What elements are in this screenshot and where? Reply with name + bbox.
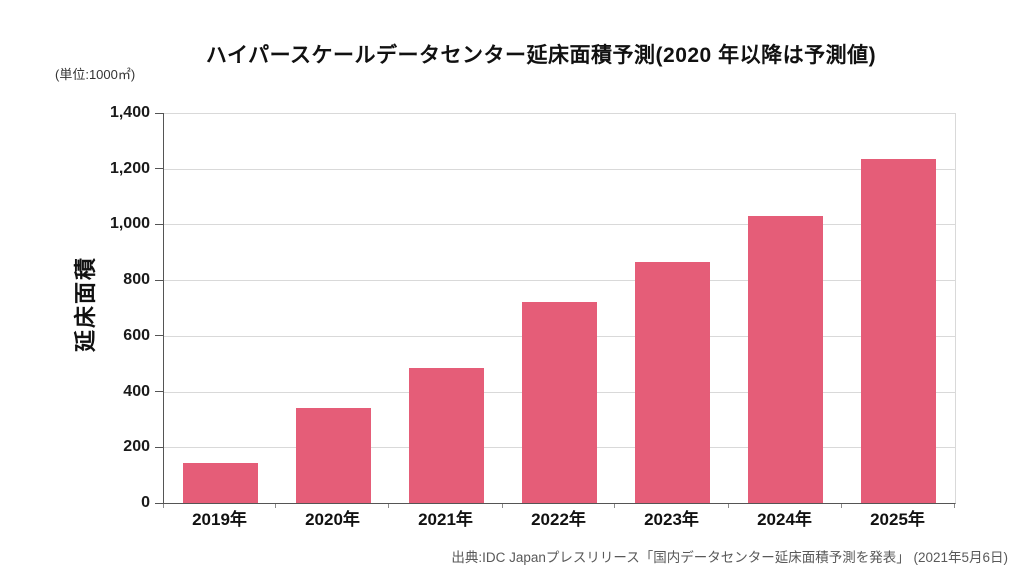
bar-2022年 bbox=[521, 302, 598, 503]
y-tick-mark-1,000 bbox=[155, 223, 163, 225]
bar-slot-2023年 bbox=[616, 113, 729, 503]
bar-series bbox=[164, 113, 955, 503]
y-axis-tick-labels: 0 200 400 600 800 1,000 1,200 1,400 bbox=[0, 104, 150, 511]
x-tick-mark-4 bbox=[614, 504, 616, 508]
x-tick-label-2023年: 2023年 bbox=[644, 510, 699, 529]
x-tick-mark-0 bbox=[162, 504, 164, 508]
bar-2019年 bbox=[182, 462, 259, 503]
y-tick-label-800: 800 bbox=[123, 271, 150, 289]
x-tick-mark-1 bbox=[275, 504, 277, 508]
bar-2020年 bbox=[295, 408, 372, 503]
gridline-800 bbox=[164, 280, 955, 282]
y-tick-label-1,200: 1,200 bbox=[109, 159, 150, 177]
y-tick-mark-600 bbox=[155, 335, 163, 337]
bar-2025年 bbox=[860, 158, 937, 503]
y-tick-mark-0 bbox=[155, 502, 163, 504]
bar-slot-2025年 bbox=[842, 113, 955, 503]
bar-2021年 bbox=[408, 367, 485, 503]
y-tick-label-1,000: 1,000 bbox=[109, 215, 150, 233]
bar-slot-2024年 bbox=[729, 113, 842, 503]
x-tick-label-2019年: 2019年 bbox=[192, 510, 247, 529]
gridline-1400 bbox=[164, 113, 955, 114]
y-tick-mark-1,400 bbox=[155, 112, 163, 114]
y-tick-label-400: 400 bbox=[123, 382, 150, 400]
bar-slot-2019年 bbox=[164, 113, 277, 503]
y-tick-label-0: 0 bbox=[141, 494, 150, 511]
bar-slot-2022年 bbox=[503, 113, 616, 503]
y-tick-mark-200 bbox=[155, 446, 163, 448]
source-caption: 出典:IDC Japanプレスリリース「国内データセンター延床面積予測を発表」 … bbox=[451, 550, 1008, 565]
unit-label: (単位:1000㎡) bbox=[55, 67, 136, 82]
x-tick-label-2021年: 2021年 bbox=[418, 510, 473, 529]
x-tick-mark-2 bbox=[388, 504, 390, 508]
x-axis-tick-labels: 2019年 2020年 2021年 2022年 2023年 2024年 2025年 bbox=[163, 509, 954, 531]
y-axis-tick-marks bbox=[155, 112, 163, 504]
y-tick-mark-1,200 bbox=[155, 168, 163, 170]
y-tick-mark-800 bbox=[155, 279, 163, 281]
bar-slot-2021年 bbox=[390, 113, 503, 503]
bar-slot-2020年 bbox=[277, 113, 390, 503]
x-tick-label-2024年: 2024年 bbox=[757, 510, 812, 529]
bar-2023年 bbox=[634, 262, 711, 503]
y-tick-label-200: 200 bbox=[123, 438, 150, 456]
bar-2024年 bbox=[747, 216, 824, 503]
x-tick-mark-6 bbox=[840, 504, 842, 508]
x-axis-tick-marks bbox=[162, 504, 955, 508]
x-tick-mark-5 bbox=[727, 504, 729, 508]
x-tick-mark-7 bbox=[953, 504, 955, 508]
x-tick-mark-3 bbox=[501, 504, 503, 508]
chart-title: ハイパースケールデータセンター延床面積予測(2020 年以降は予測値) bbox=[205, 44, 877, 67]
gridline-1200 bbox=[164, 168, 955, 170]
x-tick-label-2025年: 2025年 bbox=[870, 510, 925, 529]
x-tick-label-2020年: 2020年 bbox=[305, 510, 360, 529]
y-tick-label-600: 600 bbox=[123, 326, 150, 344]
y-tick-mark-400 bbox=[155, 391, 163, 393]
y-tick-label-1,400: 1,400 bbox=[109, 104, 150, 121]
gridline-1000 bbox=[164, 224, 955, 226]
x-tick-label-2022年: 2022年 bbox=[531, 510, 586, 529]
plot-area bbox=[163, 113, 956, 504]
